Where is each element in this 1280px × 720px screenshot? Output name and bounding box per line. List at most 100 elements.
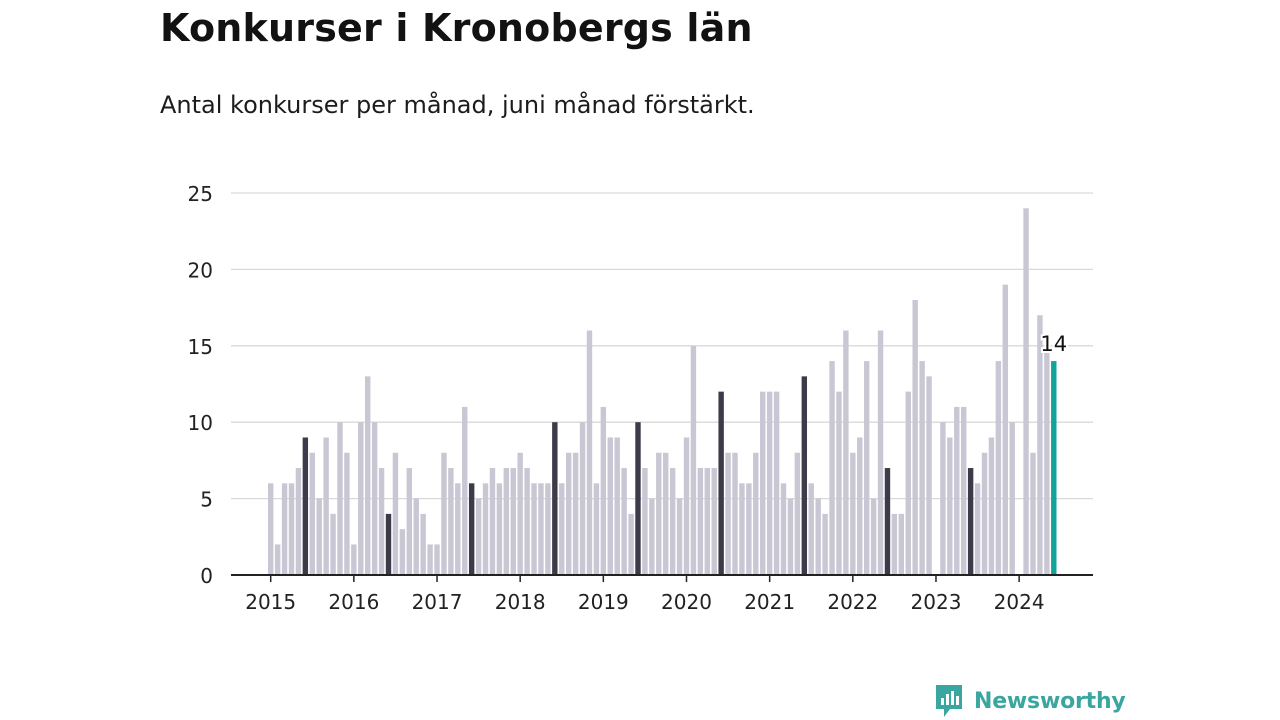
bar xyxy=(524,468,530,575)
bar xyxy=(378,468,385,575)
y-tick-label: 20 xyxy=(188,258,213,282)
bar xyxy=(586,330,593,575)
bar xyxy=(926,376,932,575)
bar xyxy=(510,468,516,575)
bar-chart: 0 5 10 15 20 25 2015 2016 2017 2018 2019 2020 2021 20… xyxy=(188,182,1093,614)
bar xyxy=(995,361,1002,575)
x-tick-label: 2017 xyxy=(412,590,463,614)
bar xyxy=(607,437,613,575)
bar xyxy=(829,361,835,575)
bar xyxy=(725,452,731,575)
bar xyxy=(898,513,905,575)
bar xyxy=(323,437,329,575)
x-tick-label: 2016 xyxy=(328,590,379,614)
bar xyxy=(351,544,357,575)
bar xyxy=(836,391,842,575)
bar xyxy=(344,452,350,575)
bar xyxy=(940,422,946,575)
bar xyxy=(448,468,454,575)
bar xyxy=(669,468,676,575)
bar xyxy=(704,468,710,575)
bar xyxy=(656,452,662,575)
bar xyxy=(559,483,565,575)
bar xyxy=(815,498,821,575)
bar xyxy=(281,483,288,575)
bar xyxy=(877,330,884,575)
bar xyxy=(642,468,648,575)
bar xyxy=(496,483,503,575)
bar xyxy=(371,422,378,575)
bar xyxy=(690,345,697,575)
bar-june xyxy=(801,376,808,575)
bar-june xyxy=(967,468,974,575)
bar xyxy=(1002,284,1008,575)
bar xyxy=(406,468,412,575)
bar xyxy=(399,529,406,575)
bar xyxy=(614,437,620,575)
bar xyxy=(711,468,717,575)
x-tick-label: 2015 xyxy=(245,590,296,614)
bar xyxy=(455,483,461,575)
bar xyxy=(330,513,336,575)
bar xyxy=(822,513,828,575)
bar-june xyxy=(884,468,891,575)
x-tick-label: 2018 xyxy=(495,590,546,614)
bar xyxy=(863,361,870,575)
y-tick-label: 15 xyxy=(188,335,213,359)
bar-june xyxy=(635,422,641,575)
brand-name: Newsworthy xyxy=(974,688,1126,714)
bar xyxy=(857,437,863,575)
bar xyxy=(392,452,399,575)
bar xyxy=(489,468,496,575)
bar xyxy=(538,483,544,575)
bar xyxy=(274,544,281,575)
bar xyxy=(773,391,780,575)
x-tick-label: 2024 xyxy=(994,590,1045,614)
bar xyxy=(753,452,759,575)
bar xyxy=(912,299,918,575)
bar xyxy=(1009,422,1015,575)
bar xyxy=(565,452,572,575)
bar xyxy=(1037,315,1043,575)
x-tick-label: 2023 xyxy=(911,590,962,614)
bar xyxy=(1030,452,1036,575)
bar xyxy=(600,406,607,575)
bar xyxy=(482,483,489,575)
bar xyxy=(358,422,364,575)
y-tick-label: 0 xyxy=(200,564,213,588)
x-tick-label: 2021 xyxy=(744,590,795,614)
bar xyxy=(309,452,315,575)
x-tick-label: 2020 xyxy=(661,590,712,614)
bar xyxy=(593,483,600,575)
bar xyxy=(676,498,683,575)
bar xyxy=(843,330,849,575)
bar xyxy=(434,544,440,575)
bar xyxy=(1044,345,1050,575)
bar xyxy=(739,483,745,575)
y-tick-label: 5 xyxy=(200,488,213,512)
chart-subtitle: Antal konkurser per månad, juni månad fö… xyxy=(160,91,755,119)
newsworthy-logo-icon xyxy=(936,685,962,717)
x-tick-label: 2019 xyxy=(578,590,629,614)
bar xyxy=(628,513,634,575)
bar xyxy=(288,483,295,575)
bar-june xyxy=(718,391,724,575)
bar xyxy=(441,452,447,575)
bar xyxy=(649,498,655,575)
bar xyxy=(808,483,814,575)
bar xyxy=(462,406,468,575)
bar-june xyxy=(468,483,475,575)
bar xyxy=(427,544,433,575)
bar xyxy=(365,376,371,575)
bar xyxy=(579,422,586,575)
bar xyxy=(988,437,995,575)
bar xyxy=(919,361,925,575)
chart-title: Konkurser i Kronobergs län xyxy=(160,6,753,50)
bar xyxy=(947,437,953,575)
bar xyxy=(531,483,537,575)
bar xyxy=(621,468,627,575)
bar xyxy=(954,406,960,575)
bar xyxy=(503,468,510,575)
bar xyxy=(663,452,669,575)
bar xyxy=(760,391,766,575)
